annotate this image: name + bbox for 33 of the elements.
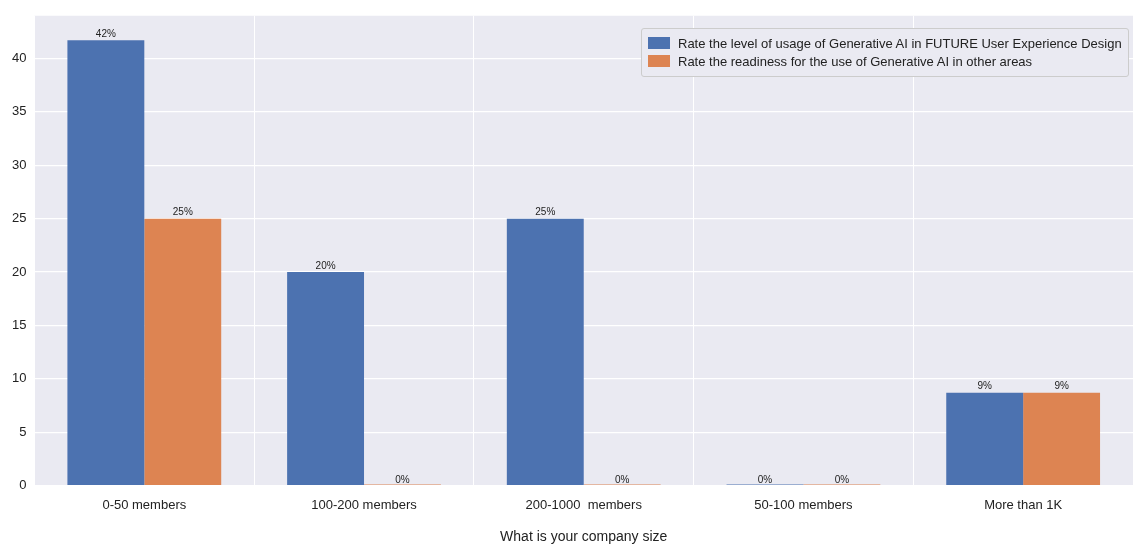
y-tick-label: 30 xyxy=(11,156,27,172)
legend-label: Rate the readiness for the use of Generative AI in other areas xyxy=(678,53,1033,69)
y-tick-label: 40 xyxy=(11,50,27,66)
data-label: 9% xyxy=(1054,380,1069,392)
data-label: 0% xyxy=(614,474,630,486)
bar xyxy=(144,218,222,485)
data-label: 0% xyxy=(395,474,410,486)
y-tick-label: 0 xyxy=(19,477,27,493)
bar xyxy=(287,272,365,485)
x-tick-label: 100-200 members xyxy=(311,496,418,512)
x-tick-label: 50-100 members xyxy=(754,496,854,512)
y-tick-label: 35 xyxy=(11,103,27,119)
legend-label: Rate the level of usage of Generative AI in FUTURE User Experience Design xyxy=(678,35,1122,51)
y-tick-label: 25 xyxy=(11,210,27,226)
bar xyxy=(67,40,145,485)
data-label: 0% xyxy=(757,474,773,486)
data-label: 25% xyxy=(535,206,556,218)
bar xyxy=(946,392,1024,485)
bar xyxy=(1023,392,1101,485)
bar xyxy=(506,218,584,485)
data-label: 9% xyxy=(977,380,993,392)
y-tick-label: 15 xyxy=(11,317,27,333)
data-label: 42% xyxy=(95,28,116,40)
data-label: 0% xyxy=(834,474,850,486)
y-tick-label: 10 xyxy=(11,370,27,386)
y-tick-label: 20 xyxy=(11,263,27,279)
x-tick-label: 200-1000 members xyxy=(525,496,643,512)
x-tick-label: 0-50 members xyxy=(102,496,187,512)
data-label: 25% xyxy=(172,206,193,218)
data-label: 20% xyxy=(315,259,336,271)
x-axis-title: What is your company size xyxy=(500,528,668,545)
y-tick-label: 5 xyxy=(19,423,27,439)
x-tick-label: More than 1K xyxy=(984,496,1063,512)
